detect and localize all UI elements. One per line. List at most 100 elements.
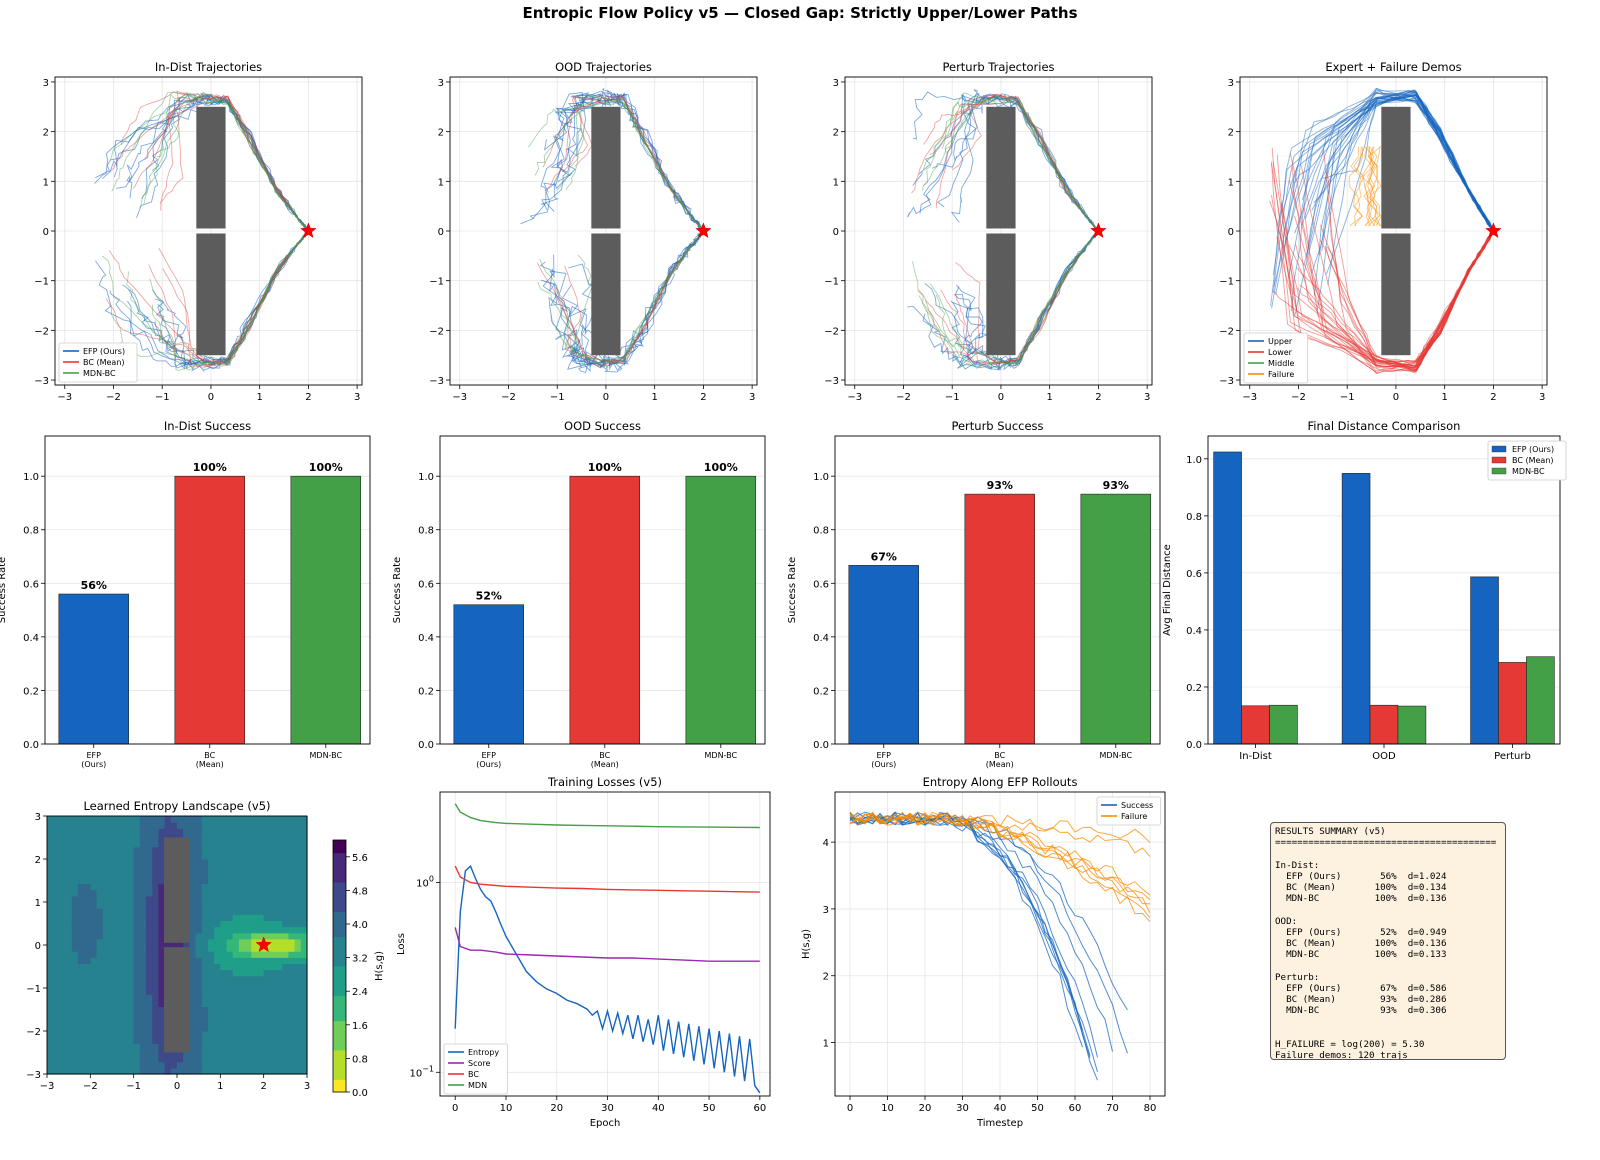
heatmap-cell [195,822,203,829]
heatmap-cell [294,1055,302,1063]
heatmap-cell [108,981,116,989]
heatmap-cell [232,840,240,848]
axes-frame [44,435,371,745]
heatmap-cell [207,1049,215,1057]
heatmap-cell [195,975,203,983]
summary-line: RESULTS SUMMARY (v5) [1275,826,1386,837]
heatmap-cell [263,994,271,1001]
heatmap-cell [121,828,129,836]
heatmap-cell [189,1031,197,1038]
heatmap-cell [71,1018,79,1026]
heatmap-cell [294,1018,302,1026]
heatmap-cell [276,945,283,952]
heatmap-cell [220,994,228,1001]
heatmap-cell [47,920,54,928]
heatmap-cell [269,1067,277,1075]
heatmap-cell [269,963,277,971]
heatmap-cell [207,828,215,836]
heatmap-cell [220,981,228,989]
heatmap-cell [152,969,160,977]
heatmap-cell [300,1055,308,1063]
heatmap-cell [59,889,67,897]
summary-line: MDN-BC 100% d=0.136 [1275,893,1447,905]
heatmap-cell [195,859,203,866]
x-tick-label: Perturb [1494,751,1531,762]
heatmap-cell [84,895,91,903]
heatmap-cell [294,816,302,823]
heatmap-cell [269,822,277,829]
heatmap-cell [201,902,209,909]
heatmap-cell [115,1018,122,1026]
heatmap-cell [102,1018,110,1026]
heatmap-cell [214,1018,221,1026]
heatmap-cell [152,852,160,860]
heatmap-cell [232,846,240,854]
legend-swatch [1491,445,1507,453]
heatmap-cell [53,920,60,928]
heatmap-cell [133,1067,141,1075]
heatmap-cell [207,1061,215,1069]
summary-line: Failure demos: 120 trajs [1275,1050,1408,1060]
x-tick-label: −3 [847,392,862,403]
heatmap-cell [251,951,259,958]
heatmap-cell [133,1012,141,1020]
trajectory-efp [545,92,704,232]
y-tick-label: 0 [43,227,49,238]
colorbar-tick-label: 4.0 [352,920,368,931]
heatmap-cell [96,938,104,946]
heatmap-cell [195,994,203,1001]
heatmap-cell [115,883,122,891]
heatmap-cell [139,1018,147,1026]
heatmap-cell [90,938,98,946]
heatmap-cell [53,877,60,885]
x-tick-label: 10 [881,1103,894,1114]
heatmap-cell [201,1055,209,1063]
summary-line [1275,848,1501,859]
heatmap-cell [71,895,79,903]
heatmap-cell [226,975,234,983]
axes-frame [439,791,771,1097]
heatmap-cell [288,865,296,872]
heatmap-cell [238,994,246,1001]
heatmap-cell [133,889,141,897]
heatmap-cell [257,951,265,958]
heatmap-cell [257,1012,265,1020]
trajectory-mdn [566,101,704,232]
y-tick-label: 1.0 [813,472,829,483]
heatmap-cell [195,1000,203,1008]
heatmap-cell [232,889,240,897]
heatmap-cell [226,1018,234,1026]
heatmap-cell [121,865,129,872]
heatmap-cell [189,1000,197,1008]
heatmap-cell [77,926,85,934]
heatmap-cell [133,822,141,829]
legend-label: Lower [1268,348,1293,357]
heatmap-cell [96,902,104,909]
heatmap-cell [189,828,197,836]
heatmap-cell [96,840,104,848]
heatmap-cell [288,994,296,1001]
heatmap-cell [65,889,73,897]
heatmap-cell [84,1067,91,1075]
heatmap-cell [189,938,197,946]
heatmap-cell [300,981,308,989]
heatmap-cell [251,859,259,866]
heatmap-cell [276,1031,283,1038]
heatmap-cell [238,945,246,952]
heatmap-cell [53,908,60,915]
heatmap-cell [146,963,153,971]
heatmap-cell [282,945,290,952]
figure-title: Entropic Flow Policy v5 — Closed Gap: St… [522,4,1077,22]
heatmap-cell [65,865,73,872]
heatmap-cell [164,1049,172,1057]
heatmap-cell [77,1006,85,1014]
heatmap-cell [127,1049,135,1057]
heatmap-cell [121,957,129,965]
heatmap-cell [121,1043,129,1051]
trajectory-mdn [556,94,704,232]
heatmap-cell [108,1067,116,1075]
heatmap-cell [59,981,67,989]
heatmap-cell [288,1067,296,1075]
panel-title: Learned Entropy Landscape (v5) [83,799,270,813]
x-tick-label: 3 [304,1081,310,1092]
